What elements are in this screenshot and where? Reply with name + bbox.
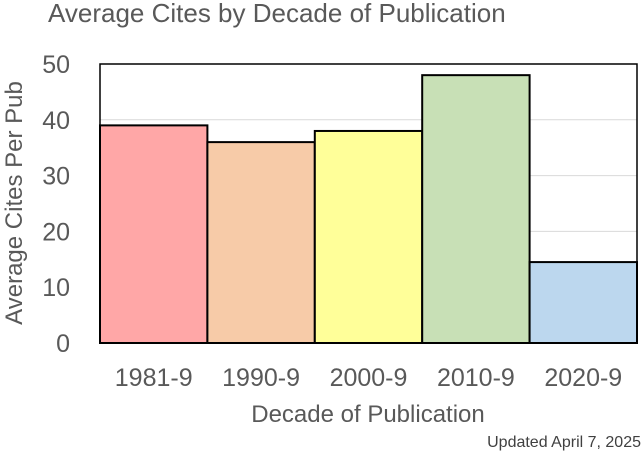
bar-1981-9 [99,124,209,344]
bar-2020-9 [528,261,638,344]
y-axis-label: Average Cites Per Pub [1,81,28,325]
chart-title: Average Cites by Decade of Publication [48,0,506,28]
y-tick-label: 10 [42,274,70,302]
y-tick-label: 0 [56,330,70,358]
updated-note: Updated April 7, 2025 [487,434,641,451]
x-tick-labels: 1981-9 1990-9 2000-9 2010-9 2020-9 [115,364,622,392]
x-axis-label: Decade of Publication [251,401,484,428]
x-tick-label: 2010-9 [437,364,515,392]
x-tick-label: 1981-9 [115,364,193,392]
x-tick-label: 2000-9 [330,364,408,392]
y-tick-label: 30 [42,163,70,191]
x-tick-label: 2020-9 [544,364,622,392]
bar-2000-9 [313,129,424,344]
y-tick-label: 20 [42,218,70,246]
bars [99,74,638,344]
bar-1990-9 [206,141,316,344]
y-tick-label: 40 [42,107,70,135]
x-tick-label: 1990-9 [222,364,300,392]
y-tick-label: 50 [42,51,70,79]
bar-2010-9 [421,74,531,344]
y-tick-labels: 0 10 20 30 40 50 [42,51,70,358]
